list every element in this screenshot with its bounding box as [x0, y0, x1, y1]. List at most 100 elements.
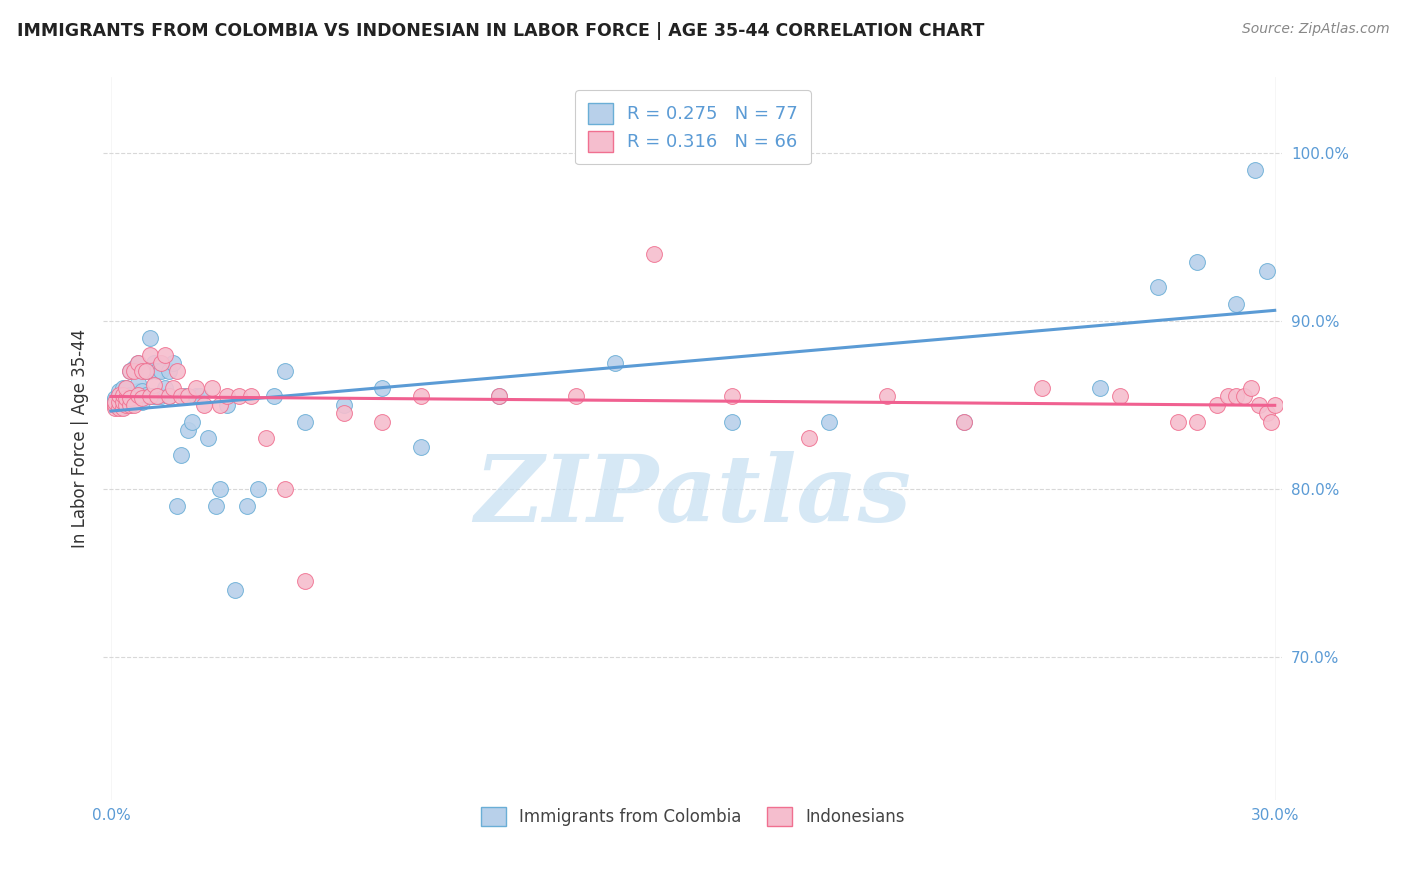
Point	[146, 390, 169, 404]
Point	[115, 392, 138, 407]
Point	[138, 331, 160, 345]
Point	[170, 390, 193, 404]
Point	[1225, 297, 1247, 311]
Point	[150, 390, 173, 404]
Point	[1147, 280, 1170, 294]
Point	[111, 388, 134, 402]
Point	[157, 390, 180, 404]
Point	[153, 347, 176, 361]
Point	[111, 391, 134, 405]
Point	[120, 392, 142, 407]
Point	[131, 391, 153, 405]
Point	[173, 390, 195, 404]
Point	[111, 381, 134, 395]
Point	[111, 388, 134, 402]
Point	[876, 390, 898, 404]
Point	[104, 391, 127, 405]
Point	[127, 384, 149, 399]
Point	[146, 390, 169, 404]
Point	[197, 432, 219, 446]
Point	[115, 388, 138, 402]
Point	[411, 440, 433, 454]
Point	[120, 391, 142, 405]
Point	[138, 390, 160, 404]
Point	[138, 364, 160, 378]
Point	[239, 390, 262, 404]
Point	[111, 400, 134, 414]
Point	[127, 390, 149, 404]
Point	[127, 356, 149, 370]
Point	[204, 499, 226, 513]
Point	[332, 398, 354, 412]
Point	[107, 394, 129, 409]
Point	[1088, 381, 1111, 395]
Point	[127, 376, 149, 390]
Point	[208, 482, 231, 496]
Point	[162, 356, 184, 370]
Point	[131, 384, 153, 399]
Point	[104, 394, 127, 409]
Point	[1264, 398, 1286, 412]
Point	[1260, 415, 1282, 429]
Point	[235, 499, 257, 513]
Point	[1031, 381, 1053, 395]
Point	[135, 364, 157, 378]
Point	[1233, 390, 1256, 404]
Point	[115, 398, 138, 412]
Point	[107, 384, 129, 399]
Point	[157, 364, 180, 378]
Point	[294, 415, 316, 429]
Point	[107, 388, 129, 402]
Point	[150, 364, 173, 378]
Point	[488, 390, 510, 404]
Point	[720, 415, 742, 429]
Point	[217, 398, 239, 412]
Point	[142, 377, 165, 392]
Point	[799, 432, 821, 446]
Point	[115, 381, 138, 395]
Point	[122, 398, 145, 412]
Point	[332, 406, 354, 420]
Point	[111, 396, 134, 410]
Point	[411, 390, 433, 404]
Point	[565, 390, 588, 404]
Point	[166, 364, 188, 378]
Point	[127, 356, 149, 370]
Point	[254, 432, 277, 446]
Text: IMMIGRANTS FROM COLOMBIA VS INDONESIAN IN LABOR FORCE | AGE 35-44 CORRELATION CH: IMMIGRANTS FROM COLOMBIA VS INDONESIAN I…	[17, 22, 984, 40]
Point	[107, 391, 129, 405]
Point	[1185, 415, 1208, 429]
Point	[1185, 255, 1208, 269]
Point	[186, 390, 208, 404]
Point	[104, 398, 127, 412]
Point	[138, 390, 160, 404]
Point	[1244, 162, 1267, 177]
Point	[1225, 390, 1247, 404]
Point	[120, 364, 142, 378]
Point	[111, 394, 134, 409]
Point	[150, 356, 173, 370]
Point	[1218, 390, 1240, 404]
Point	[115, 398, 138, 412]
Point	[193, 398, 215, 412]
Point	[115, 381, 138, 395]
Point	[371, 415, 394, 429]
Point	[170, 448, 193, 462]
Point	[1256, 263, 1278, 277]
Legend: Immigrants from Colombia, Indonesians: Immigrants from Colombia, Indonesians	[472, 798, 912, 835]
Point	[146, 364, 169, 378]
Point	[135, 388, 157, 402]
Point	[153, 381, 176, 395]
Point	[181, 415, 204, 429]
Text: ZIPatlas: ZIPatlas	[474, 451, 911, 541]
Point	[120, 364, 142, 378]
Point	[274, 482, 297, 496]
Point	[274, 364, 297, 378]
Point	[115, 391, 138, 405]
Point	[720, 390, 742, 404]
Point	[371, 381, 394, 395]
Point	[177, 390, 200, 404]
Point	[107, 398, 129, 412]
Point	[817, 415, 839, 429]
Point	[1205, 398, 1227, 412]
